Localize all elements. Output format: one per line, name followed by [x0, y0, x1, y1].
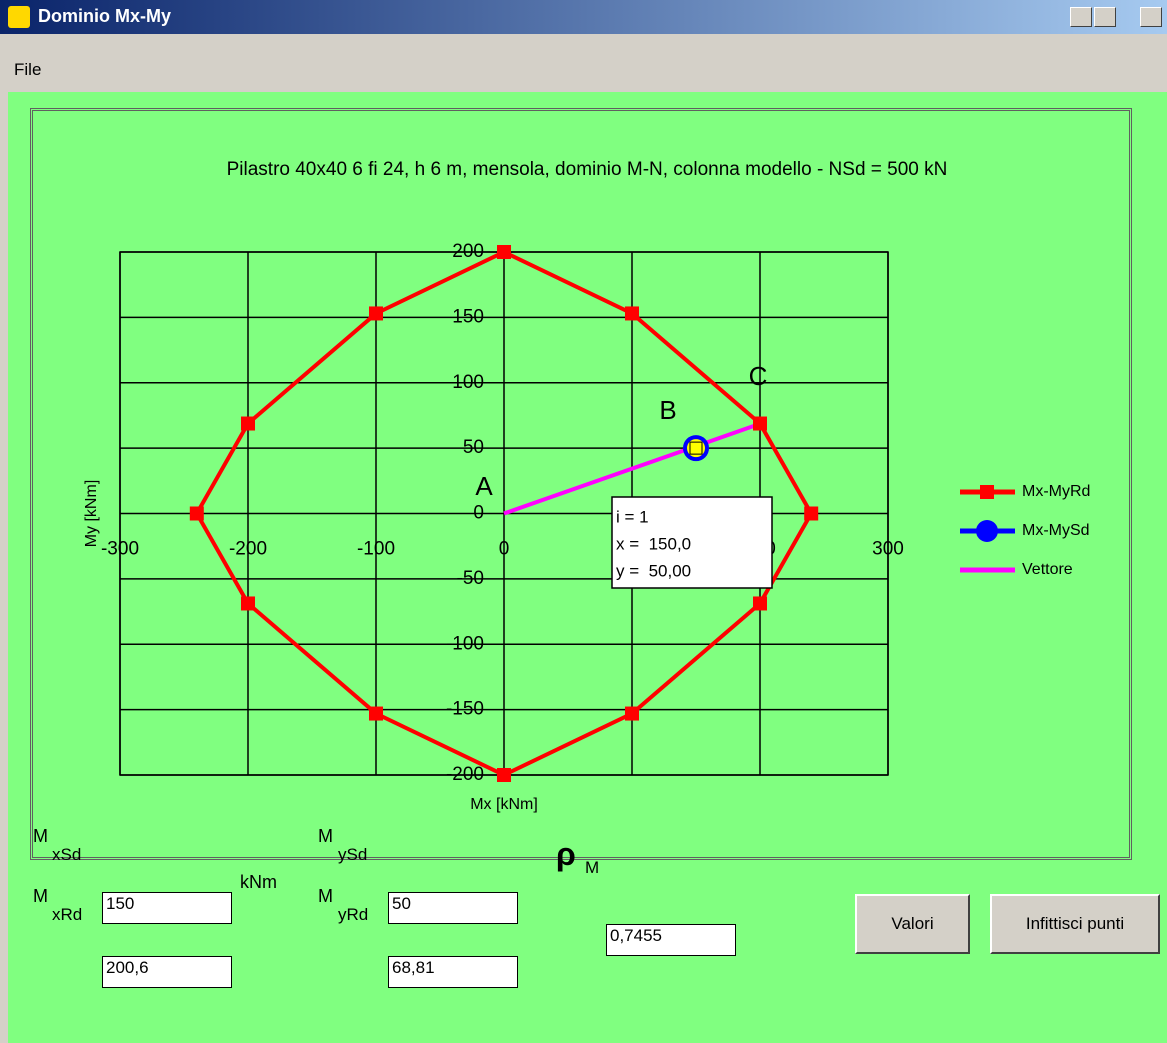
chart-title: Pilastro 40x40 6 fi 24, h 6 m, mensola, … [227, 159, 948, 180]
marker [369, 306, 383, 321]
marker [241, 596, 255, 611]
annotation: B [659, 395, 676, 425]
button-infittisci[interactable]: Infittisci punti [990, 894, 1160, 954]
legend-marker [976, 520, 998, 542]
legend-marker [980, 485, 994, 499]
maximize-button[interactable] [1094, 7, 1116, 27]
marker [497, 768, 511, 782]
close-button[interactable] [1140, 7, 1162, 27]
marker [804, 506, 819, 521]
button-valori[interactable]: Valori [855, 894, 970, 954]
y-tick-label: -150 [446, 699, 484, 720]
input-mysd[interactable]: 50 [388, 892, 518, 924]
legend-label: Mx-MySd [1022, 522, 1090, 539]
minimize-button[interactable] [1070, 7, 1092, 27]
app-icon [8, 6, 30, 28]
input-mxrd[interactable]: 200,6 [102, 956, 232, 988]
marker [753, 596, 767, 611]
label-sub: yRd [338, 905, 369, 924]
chart-panel [30, 108, 1132, 860]
annotation: C [749, 361, 768, 391]
window-border [0, 92, 8, 1043]
y-tick-label: -100 [446, 633, 484, 654]
series-line [503, 421, 762, 516]
label: M [33, 886, 48, 906]
label-sub: M [585, 858, 600, 877]
label-sub: ySd [338, 845, 368, 864]
tooltip-box [611, 496, 773, 589]
y-axis-label: My [kNm] [83, 480, 100, 548]
marker [625, 306, 639, 321]
input-myrd[interactable]: 68,81 [388, 956, 518, 988]
input-rho[interactable]: 0,7455 [606, 924, 736, 956]
y-tick-label: -200 [446, 764, 484, 785]
unit: kNm [240, 872, 277, 892]
legend-label: Vettore [1022, 561, 1073, 578]
label-sub: xRd [52, 905, 83, 924]
x-tick-label: 300 [872, 539, 904, 560]
label: M [318, 886, 333, 906]
marker [241, 416, 255, 431]
marker [189, 506, 204, 521]
x-tick-label: -100 [357, 539, 395, 560]
y-tick-label: 50 [463, 437, 484, 458]
window-title: Dominio Mx-My [38, 6, 171, 26]
tooltip-line: y = 50,00 [616, 561, 691, 580]
annotation: A [475, 471, 493, 501]
x-tick-label: -200 [229, 539, 267, 560]
menu-file[interactable]: File [14, 60, 42, 79]
x-axis-label: Mx [kNm] [470, 796, 538, 813]
input-mxsd[interactable]: 150 [102, 892, 232, 924]
label: M [33, 826, 48, 846]
marker-center [689, 441, 703, 455]
marker [369, 706, 383, 721]
tooltip-line: x = 150,0 [616, 534, 691, 553]
y-tick-label: -50 [457, 568, 484, 589]
tooltip-line: i = 1 [616, 507, 649, 526]
x-tick-label: -300 [101, 539, 139, 560]
title-bar [0, 0, 1167, 34]
y-tick-label: 200 [452, 241, 484, 262]
label-sub: xSd [52, 845, 82, 864]
menu-bar [0, 34, 1167, 92]
legend-label: Mx-MyRd [1022, 483, 1090, 500]
y-tick-label: 100 [452, 372, 484, 393]
x-tick-label: 0 [499, 539, 510, 560]
y-tick-label: 0 [473, 503, 484, 524]
y-tick-label: 150 [452, 306, 484, 327]
marker [497, 245, 511, 259]
marker [753, 416, 767, 431]
rho-label: ρ [556, 836, 576, 872]
label: M [318, 826, 333, 846]
marker [625, 706, 639, 721]
chart: Pilastro 40x40 6 fi 24, h 6 m, mensola, … [83, 159, 1090, 813]
